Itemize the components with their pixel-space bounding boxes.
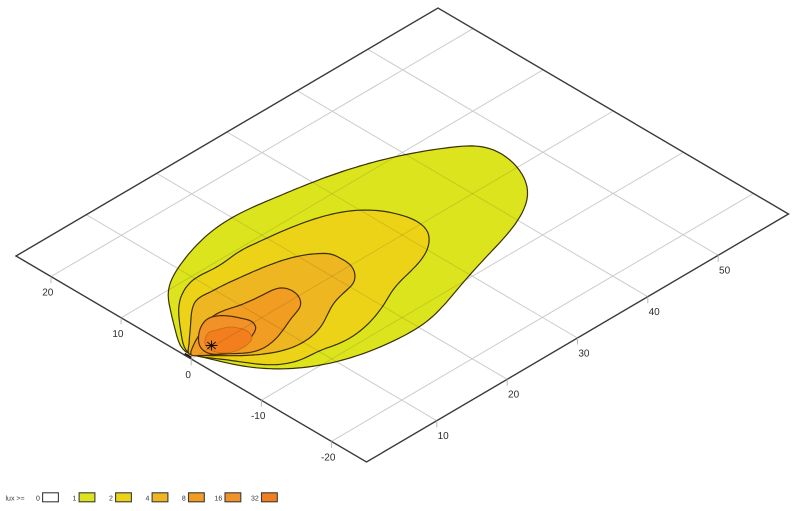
svg-text:lux >=: lux >= [6,495,25,503]
svg-text:0: 0 [185,370,191,381]
svg-text:10: 10 [438,431,450,442]
svg-text:16: 16 [215,496,223,503]
svg-text:-10: -10 [251,411,266,422]
svg-text:50: 50 [719,266,731,277]
svg-text:8: 8 [182,496,186,503]
svg-text:2: 2 [109,496,113,503]
svg-text:4: 4 [145,496,149,503]
svg-text:20: 20 [508,390,520,401]
svg-text:1: 1 [72,496,76,503]
svg-text:20: 20 [42,288,54,299]
svg-text:10: 10 [112,329,124,340]
svg-text:-20: -20 [321,452,336,463]
svg-text:30: 30 [578,348,590,359]
svg-text:40: 40 [649,307,661,318]
svg-text:0: 0 [36,496,40,503]
svg-text:32: 32 [251,496,259,503]
